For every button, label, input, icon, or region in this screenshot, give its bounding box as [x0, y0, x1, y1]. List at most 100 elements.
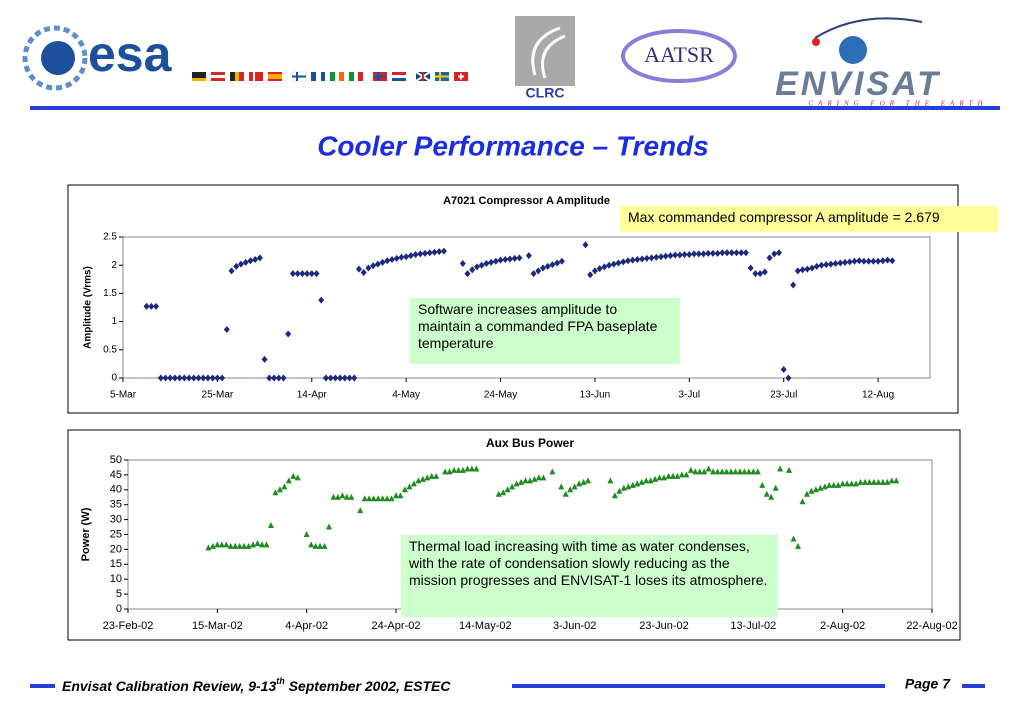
data-point [672, 251, 679, 259]
x-tick-label: 12-Aug [862, 390, 894, 401]
x-tick-label: 14-Apr [297, 390, 328, 401]
data-point [272, 489, 279, 496]
data-point [360, 269, 367, 277]
data-point [348, 493, 355, 500]
chart-title: A7021 Compressor A Amplitude [443, 195, 610, 207]
data-point [827, 260, 834, 268]
data-point [667, 252, 674, 260]
data-point [436, 248, 443, 256]
data-point [303, 531, 310, 537]
annotation: Software increases amplitude to maintain… [410, 298, 680, 364]
data-point [504, 486, 511, 493]
data-point [162, 374, 169, 382]
data-point [299, 270, 306, 278]
data-point [200, 374, 207, 382]
data-point [701, 468, 708, 475]
data-point [204, 374, 211, 382]
data-point [745, 468, 752, 475]
data-point [263, 541, 270, 548]
clrc-text: CLRC [526, 85, 565, 101]
data-point [374, 260, 381, 268]
data-point [601, 263, 608, 271]
data-point [681, 250, 688, 258]
data-point [535, 267, 542, 275]
data-point [254, 539, 261, 546]
data-point [502, 256, 509, 264]
annotation: Thermal load increasing with time as wat… [401, 535, 778, 617]
data-point [440, 247, 447, 255]
data-point [780, 366, 787, 374]
data-point [763, 490, 770, 497]
data-point [705, 249, 712, 257]
data-point [710, 468, 717, 475]
data-point [558, 257, 565, 265]
x-tick-label: 23-Jun-02 [639, 620, 689, 632]
flag [239, 72, 244, 81]
data-point [308, 270, 315, 278]
data-point [468, 465, 475, 472]
data-point [839, 480, 846, 487]
data-point [832, 260, 839, 268]
data-point [554, 259, 561, 267]
data-point [285, 477, 292, 484]
data-point [741, 468, 748, 475]
data-point [567, 486, 574, 493]
data-point [401, 486, 408, 493]
data-point [397, 492, 404, 499]
data-point [214, 541, 221, 548]
data-point [724, 249, 731, 257]
data-point [857, 478, 864, 485]
data-point [562, 490, 569, 497]
data-point [388, 495, 395, 502]
flag [268, 72, 282, 81]
data-point [870, 257, 877, 265]
data-point [759, 481, 766, 488]
data-point [455, 466, 462, 473]
data-point [610, 260, 617, 268]
data-point [464, 465, 471, 472]
data-point [153, 302, 160, 310]
esa-text: esa [88, 26, 173, 82]
data-point [742, 249, 749, 257]
y-tick-label: 45 [110, 469, 122, 481]
data-point [143, 302, 150, 310]
x-tick-label: 3-Jun-02 [553, 620, 596, 632]
data-point [875, 257, 882, 265]
flag [230, 72, 244, 81]
data-point [214, 374, 221, 382]
y-axis-label: Amplitude (Vrms) [83, 266, 94, 349]
data-point [410, 480, 417, 487]
envisat-orbit [814, 17, 923, 39]
data-point [343, 493, 350, 500]
data-point [736, 468, 743, 475]
data-point [366, 495, 373, 502]
data-point [826, 481, 833, 488]
footer-text: Envisat Calibration Review, 9-13th Septe… [62, 676, 451, 693]
data-point [171, 374, 178, 382]
data-point [473, 263, 480, 271]
data-point [837, 259, 844, 267]
data-point [403, 253, 410, 261]
flag [458, 75, 464, 78]
data-point [317, 542, 324, 549]
data-point [818, 261, 825, 269]
flag [253, 72, 255, 81]
data-point [530, 270, 537, 278]
data-point [492, 257, 499, 265]
data-point [525, 252, 532, 260]
data-point [696, 468, 703, 475]
data-point [616, 487, 623, 494]
data-point [582, 241, 589, 249]
data-point [889, 257, 896, 265]
flag [192, 78, 206, 81]
data-point [442, 468, 449, 475]
data-point [683, 471, 690, 478]
flag [249, 72, 263, 81]
data-point [686, 250, 693, 258]
data-point [754, 468, 761, 475]
data-point [643, 477, 650, 484]
y-tick-label: 10 [110, 573, 122, 585]
data-point [267, 522, 274, 529]
flag [392, 75, 406, 78]
data-point [785, 374, 792, 382]
